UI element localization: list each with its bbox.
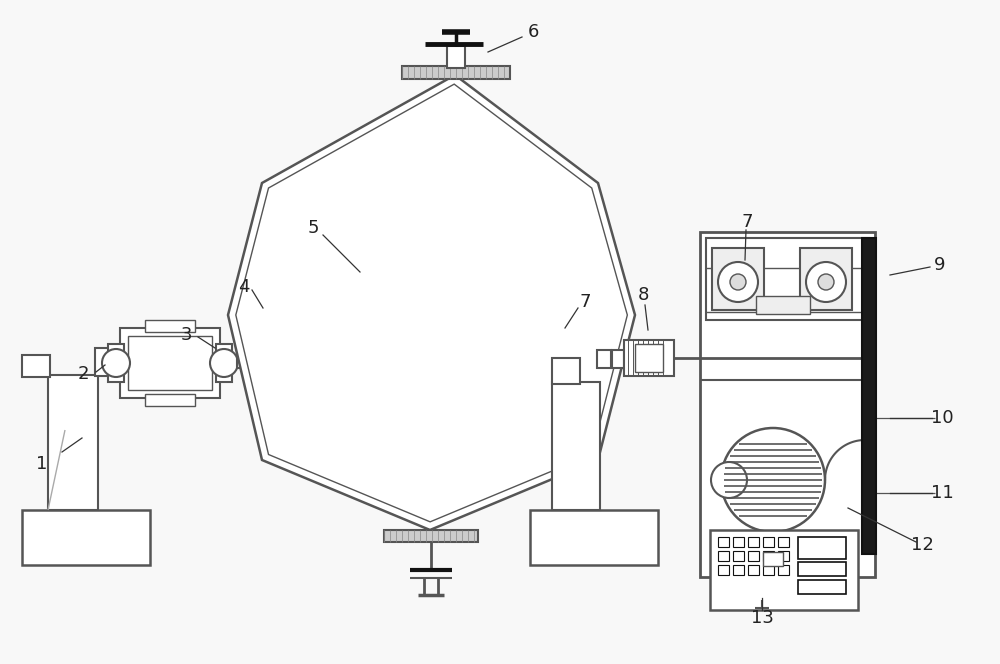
Bar: [798, 537, 846, 559]
Polygon shape: [228, 75, 635, 530]
Bar: [798, 580, 846, 594]
Bar: [733, 565, 744, 575]
Bar: [718, 565, 729, 575]
Bar: [635, 344, 663, 372]
Text: 10: 10: [931, 409, 953, 427]
Bar: [447, 46, 465, 68]
Bar: [763, 552, 783, 566]
Bar: [733, 537, 744, 547]
Circle shape: [210, 349, 238, 377]
Bar: [108, 344, 124, 382]
Bar: [145, 394, 195, 406]
Bar: [748, 537, 759, 547]
Bar: [624, 340, 674, 376]
Bar: [128, 336, 212, 390]
Bar: [763, 537, 774, 547]
Bar: [748, 565, 759, 575]
Text: 9: 9: [934, 256, 946, 274]
Circle shape: [730, 274, 746, 290]
Bar: [384, 530, 478, 542]
Bar: [763, 565, 774, 575]
Bar: [216, 344, 232, 382]
Text: 11: 11: [931, 484, 953, 502]
Text: 3: 3: [180, 326, 192, 344]
Circle shape: [718, 262, 758, 302]
Bar: [22, 355, 50, 377]
Bar: [728, 532, 818, 544]
Bar: [763, 551, 774, 561]
Bar: [552, 358, 580, 384]
Bar: [756, 296, 810, 314]
Text: 7: 7: [579, 293, 591, 311]
Bar: [95, 348, 109, 376]
Bar: [800, 248, 852, 310]
Text: 5: 5: [307, 219, 319, 237]
Bar: [712, 248, 764, 310]
Text: 8: 8: [637, 286, 649, 304]
Bar: [48, 375, 98, 510]
Text: 12: 12: [911, 536, 933, 554]
Bar: [237, 350, 251, 368]
Bar: [778, 565, 789, 575]
Bar: [733, 551, 744, 561]
Circle shape: [721, 428, 825, 532]
Bar: [706, 238, 869, 320]
Text: 2: 2: [77, 365, 89, 383]
Bar: [120, 328, 220, 398]
Text: 7: 7: [741, 213, 753, 231]
Bar: [612, 350, 624, 368]
Text: 1: 1: [36, 455, 48, 473]
Bar: [22, 510, 150, 565]
Bar: [700, 232, 875, 577]
Bar: [743, 544, 803, 552]
Bar: [718, 551, 729, 561]
Circle shape: [102, 349, 130, 377]
Bar: [718, 537, 729, 547]
Bar: [778, 551, 789, 561]
Bar: [552, 382, 600, 510]
Bar: [862, 238, 876, 554]
Bar: [710, 530, 858, 610]
Text: 13: 13: [751, 609, 773, 627]
Bar: [145, 320, 195, 332]
Text: 4: 4: [238, 278, 250, 296]
Circle shape: [711, 462, 747, 498]
Bar: [798, 562, 846, 576]
Circle shape: [818, 274, 834, 290]
Bar: [748, 551, 759, 561]
Text: 6: 6: [527, 23, 539, 41]
Circle shape: [806, 262, 846, 302]
Bar: [778, 537, 789, 547]
Bar: [597, 350, 611, 368]
Bar: [530, 510, 658, 565]
Bar: [402, 66, 510, 79]
Bar: [251, 352, 263, 366]
